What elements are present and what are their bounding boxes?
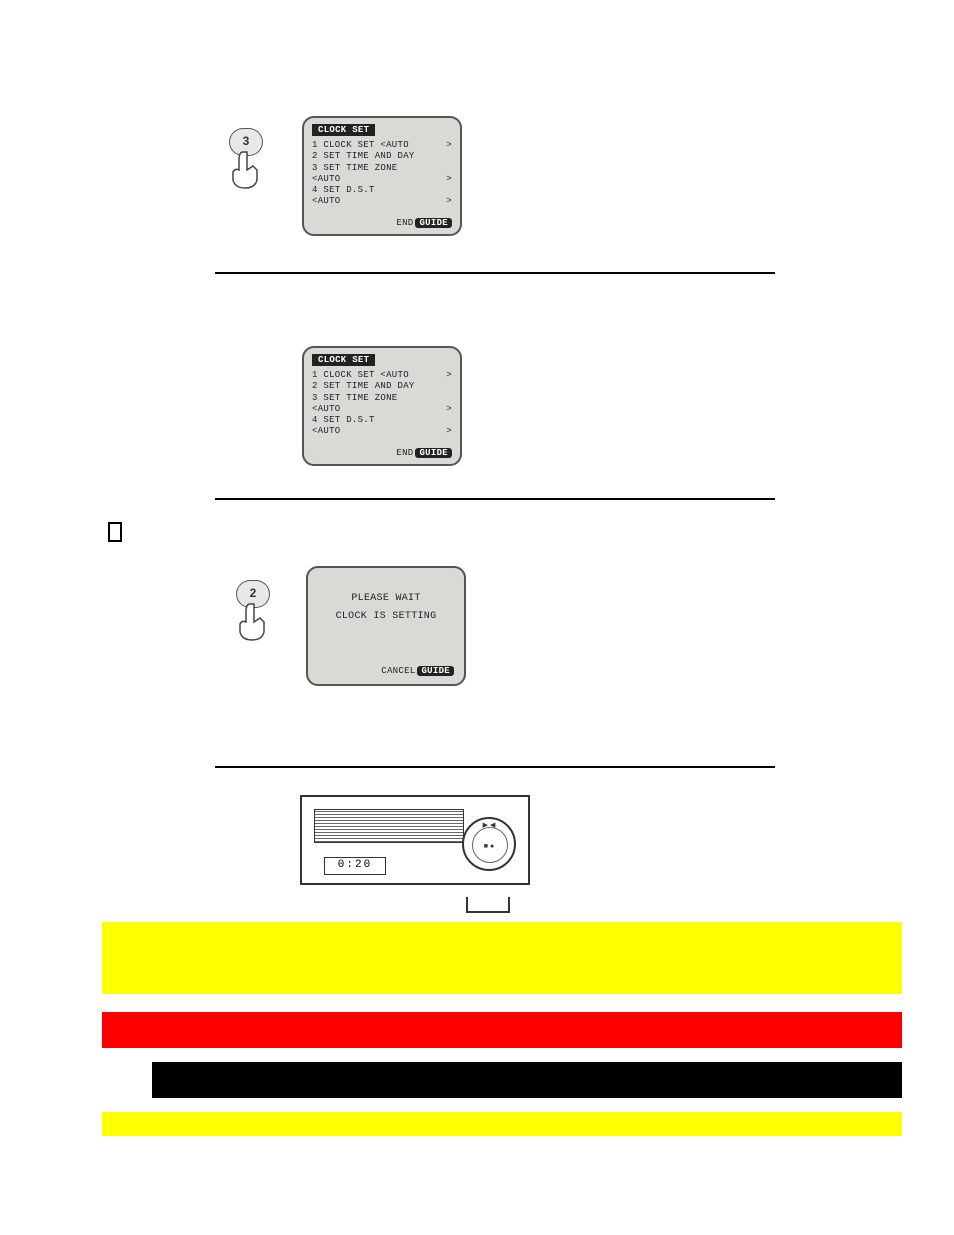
vcr-jog-labels: ▶ ◀ ■ ● (464, 821, 514, 850)
hand-pointer-icon (225, 150, 265, 190)
clock-set-menu-2-items: 1 CLOCK SET <AUTO> 2 SET TIME AND DAY 3 … (312, 370, 452, 438)
please-wait-line1: PLEASE WAIT (308, 590, 464, 608)
red-bar (102, 1012, 902, 1048)
menu-item: <AUTO> (312, 404, 452, 415)
press-button-2: 2 (232, 580, 292, 650)
vcr-display: 0:20 (324, 857, 386, 875)
vcr-illustration: 0:20 ▶ ◀ ■ ● (300, 795, 540, 905)
yellow-bar-1 (102, 922, 902, 994)
menu-item: 2 SET TIME AND DAY (312, 381, 452, 392)
vcr-body: 0:20 ▶ ◀ ■ ● (300, 795, 530, 885)
menu-item: 3 SET TIME ZONE (312, 393, 452, 404)
clock-set-menu-1-items: 1 CLOCK SET <AUTO> 2 SET TIME AND DAY 3 … (312, 140, 452, 208)
clock-set-menu-2-header: CLOCK SET (312, 354, 375, 366)
menu-item: 4 SET D.S.T (312, 185, 452, 196)
menu-item: 4 SET D.S.T (312, 415, 452, 426)
clock-set-menu-1-header: CLOCK SET (312, 124, 375, 136)
button-2-label: 2 (250, 586, 257, 600)
menu-item: <AUTO> (312, 174, 452, 185)
yellow-bar-2 (102, 1112, 902, 1136)
please-wait-panel: PLEASE WAIT CLOCK IS SETTING CANCELGUIDE (306, 566, 466, 686)
press-button-3: 3 (225, 128, 285, 198)
menu-item: 2 SET TIME AND DAY (312, 151, 452, 162)
menu-item: <AUTO> (312, 196, 452, 207)
please-wait-line2: CLOCK IS SETTING (308, 608, 464, 626)
vcr-foot (466, 897, 510, 913)
divider (215, 272, 775, 274)
divider (215, 766, 775, 768)
menu-item: <AUTO> (312, 426, 452, 437)
step-bullet (108, 522, 122, 542)
menu-item: 3 SET TIME ZONE (312, 163, 452, 174)
menu-item: 1 CLOCK SET <AUTO> (312, 140, 452, 151)
clock-set-menu-1: CLOCK SET 1 CLOCK SET <AUTO> 2 SET TIME … (302, 116, 462, 236)
black-bar (152, 1062, 902, 1098)
clock-set-menu-2: CLOCK SET 1 CLOCK SET <AUTO> 2 SET TIME … (302, 346, 462, 466)
hand-pointer-icon (232, 602, 272, 642)
menu-end: ENDGUIDE (396, 218, 452, 228)
cancel-guide: CANCELGUIDE (381, 666, 454, 676)
vcr-display-value: 0:20 (338, 859, 372, 871)
menu-item: 1 CLOCK SET <AUTO> (312, 370, 452, 381)
page: 3 CLOCK SET 1 CLOCK SET <AUTO> 2 SET TIM… (0, 0, 954, 1235)
please-wait-text: PLEASE WAIT CLOCK IS SETTING (308, 590, 464, 626)
menu-end: ENDGUIDE (396, 448, 452, 458)
button-3-label: 3 (243, 134, 250, 148)
divider (215, 498, 775, 500)
vcr-cassette-slot (314, 809, 464, 843)
